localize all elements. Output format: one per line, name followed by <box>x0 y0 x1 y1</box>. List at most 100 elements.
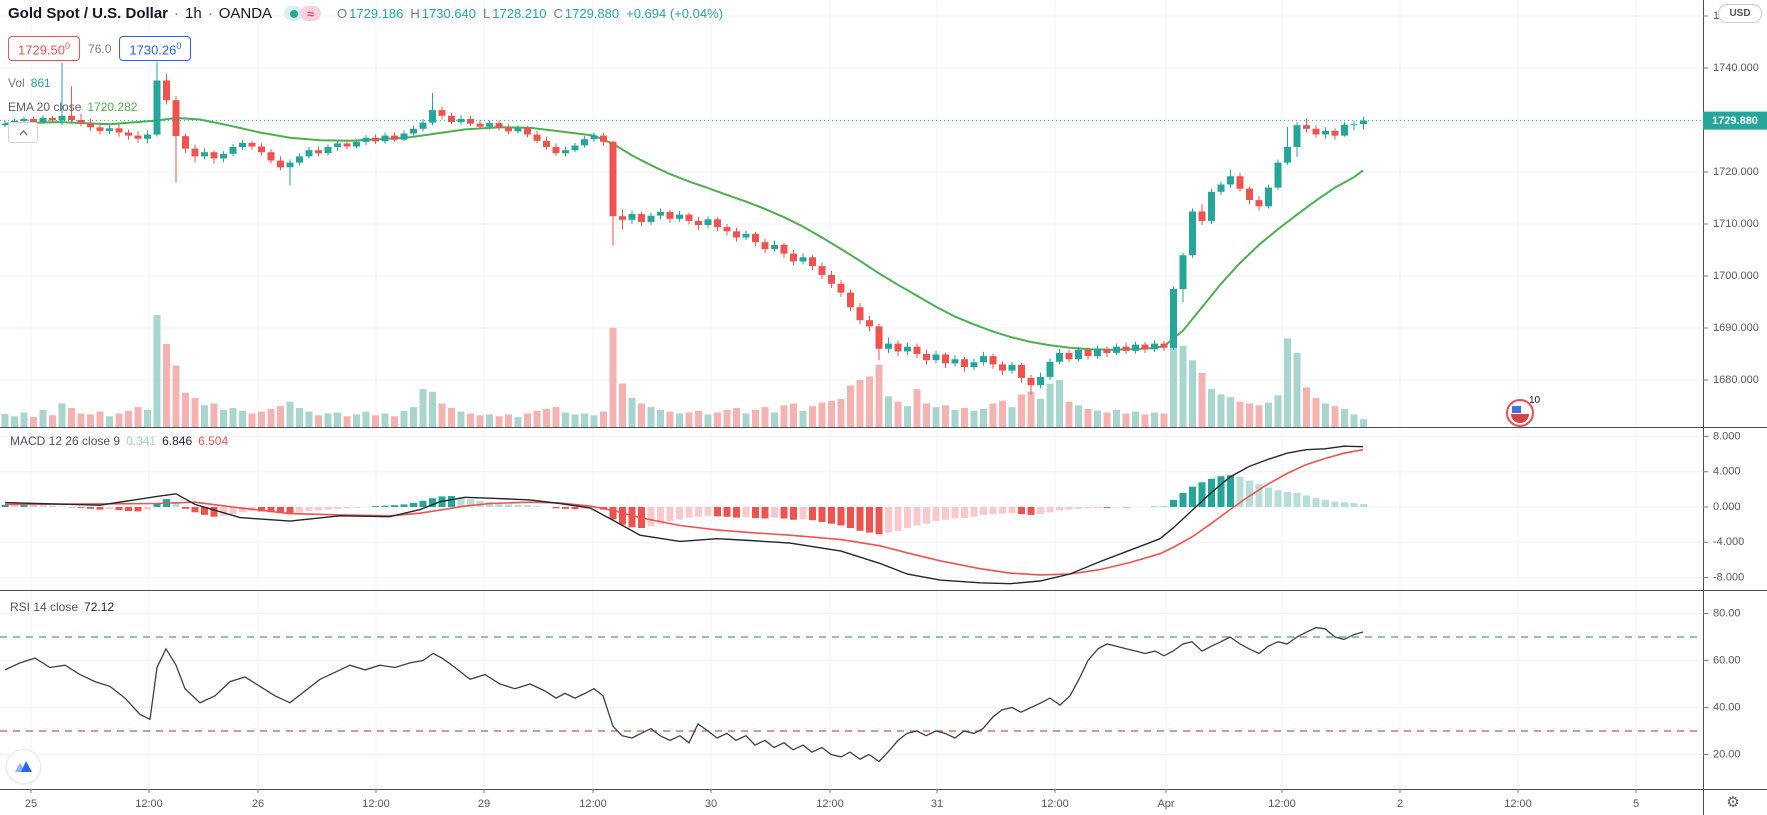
volume-bar <box>334 412 341 427</box>
volume-bar <box>1046 383 1054 427</box>
open-value: 1729.186 <box>349 6 404 21</box>
macd-hist-bar <box>1 504 9 507</box>
candle <box>524 128 531 135</box>
volume-bar <box>543 408 550 427</box>
candle <box>1312 128 1320 135</box>
candle <box>894 343 902 352</box>
market-status-icon[interactable] <box>284 6 304 21</box>
time-tick-label: 31 <box>931 798 943 810</box>
candle <box>1122 346 1130 351</box>
macd-hist-bar <box>372 506 379 507</box>
volume-bar <box>1141 414 1149 427</box>
macd-hist-bar <box>742 507 750 518</box>
event-count-badge: 10 <box>1529 395 1541 406</box>
rsi-value: 72.12 <box>84 600 115 614</box>
candle <box>828 275 835 284</box>
axis-tick-label: -8.000 <box>1713 571 1744 583</box>
last-price-tag-label: 1729.880 <box>1712 115 1758 127</box>
axis-tick-label: 1710.000 <box>1713 218 1759 230</box>
macd-hist-bar <box>1331 501 1339 507</box>
macd-hist-bar <box>1075 507 1082 509</box>
macd-hist-bar <box>552 507 560 509</box>
candle <box>866 320 873 327</box>
ohlc-readout: O 1729.186 H 1730.640 L 1728.210 C 1729.… <box>337 6 723 21</box>
candle <box>619 216 626 220</box>
volume-bar <box>125 410 132 427</box>
volume-bar <box>1322 403 1329 427</box>
volume-bar <box>951 409 959 427</box>
volume-bar <box>1246 403 1253 427</box>
candle <box>248 142 256 147</box>
volume-bar <box>419 389 427 427</box>
axis-tick-label: 1690.000 <box>1713 322 1759 334</box>
candle <box>1303 125 1310 129</box>
sell-button[interactable]: 1729.500 <box>8 36 81 62</box>
candle <box>1284 147 1291 163</box>
macd-hist-bar <box>1322 499 1329 507</box>
chart-header: Gold Spot / U.S. Dollar · 1h · OANDA ≈ O… <box>8 5 723 22</box>
macd-hist-bar <box>970 507 978 517</box>
volume-bar <box>220 409 227 427</box>
macd-signal-value: 6.504 <box>198 434 229 448</box>
volume-bar <box>210 403 218 427</box>
candle <box>533 134 541 141</box>
interval-label[interactable]: 1h <box>185 5 202 22</box>
candle <box>818 266 826 275</box>
symbol-title[interactable]: Gold Spot / U.S. Dollar <box>8 5 169 22</box>
economic-events-marker[interactable]: 10 <box>1506 395 1540 427</box>
candle <box>1046 361 1054 377</box>
volume-bar <box>657 409 664 427</box>
volume-bar <box>39 409 47 427</box>
macd-hist-bar <box>866 507 873 533</box>
volume-bar <box>343 416 351 427</box>
candle <box>932 354 940 361</box>
candle <box>600 135 607 142</box>
macd-hist-bar <box>30 504 37 507</box>
macd-hist-bar <box>277 507 284 514</box>
macd-hist-bar <box>1227 475 1234 507</box>
candle <box>771 244 778 249</box>
tradingview-logo[interactable] <box>6 749 41 784</box>
macd-hist-bar <box>837 507 845 526</box>
macd-hist-bar <box>1094 507 1101 508</box>
time-axis[interactable]: 25 12:00 26 12:00 29 12:00 30 12:00 31 12:00 Apr 12… <box>25 789 1639 810</box>
candle <box>1056 353 1063 362</box>
volume-bar <box>1122 413 1130 427</box>
macd-hist-bar <box>1170 499 1177 507</box>
macd-hist-bar <box>495 503 503 507</box>
collapse-legend-button[interactable] <box>8 122 38 143</box>
volume-bar <box>571 414 579 427</box>
volume-bar <box>628 398 636 427</box>
volume-bar <box>87 414 94 427</box>
volume-bar <box>267 408 275 427</box>
volume-bar <box>619 383 626 427</box>
volume-bar <box>457 411 465 427</box>
macd-hist-bar <box>1255 484 1263 507</box>
approx-price-icon[interactable]: ≈ <box>300 6 322 21</box>
macd-hist-bar <box>818 507 826 522</box>
macd-signal-line <box>4 448 1364 576</box>
volume-bar <box>1189 360 1196 427</box>
macd-hist-value: 0.341 <box>126 434 157 448</box>
price-axis[interactable]: 1750.0001740.0001720.0001710.0001700.000… <box>1703 10 1767 761</box>
candle <box>486 123 493 127</box>
macd-hist-bar <box>828 507 835 524</box>
candle <box>286 162 294 168</box>
volume-bar <box>942 405 949 427</box>
buy-button[interactable]: 1730.260 <box>119 36 192 62</box>
candle <box>1246 188 1253 200</box>
candle <box>1322 130 1329 135</box>
candle <box>562 150 569 154</box>
macd-hist-bar <box>229 507 237 515</box>
currency-unit-button[interactable]: USD <box>1718 4 1762 23</box>
settings-gear-icon[interactable]: ⚙ <box>1726 794 1740 811</box>
macd-hist-bar <box>790 507 797 520</box>
macd-hist-bar <box>761 507 769 519</box>
macd-hist-bar <box>49 505 56 507</box>
ema-overlay <box>4 116 1364 351</box>
candle <box>989 356 997 365</box>
axis-tick-label: 40.00 <box>1713 701 1741 713</box>
last-price-tag[interactable] <box>1703 111 1767 130</box>
candle <box>182 136 189 149</box>
